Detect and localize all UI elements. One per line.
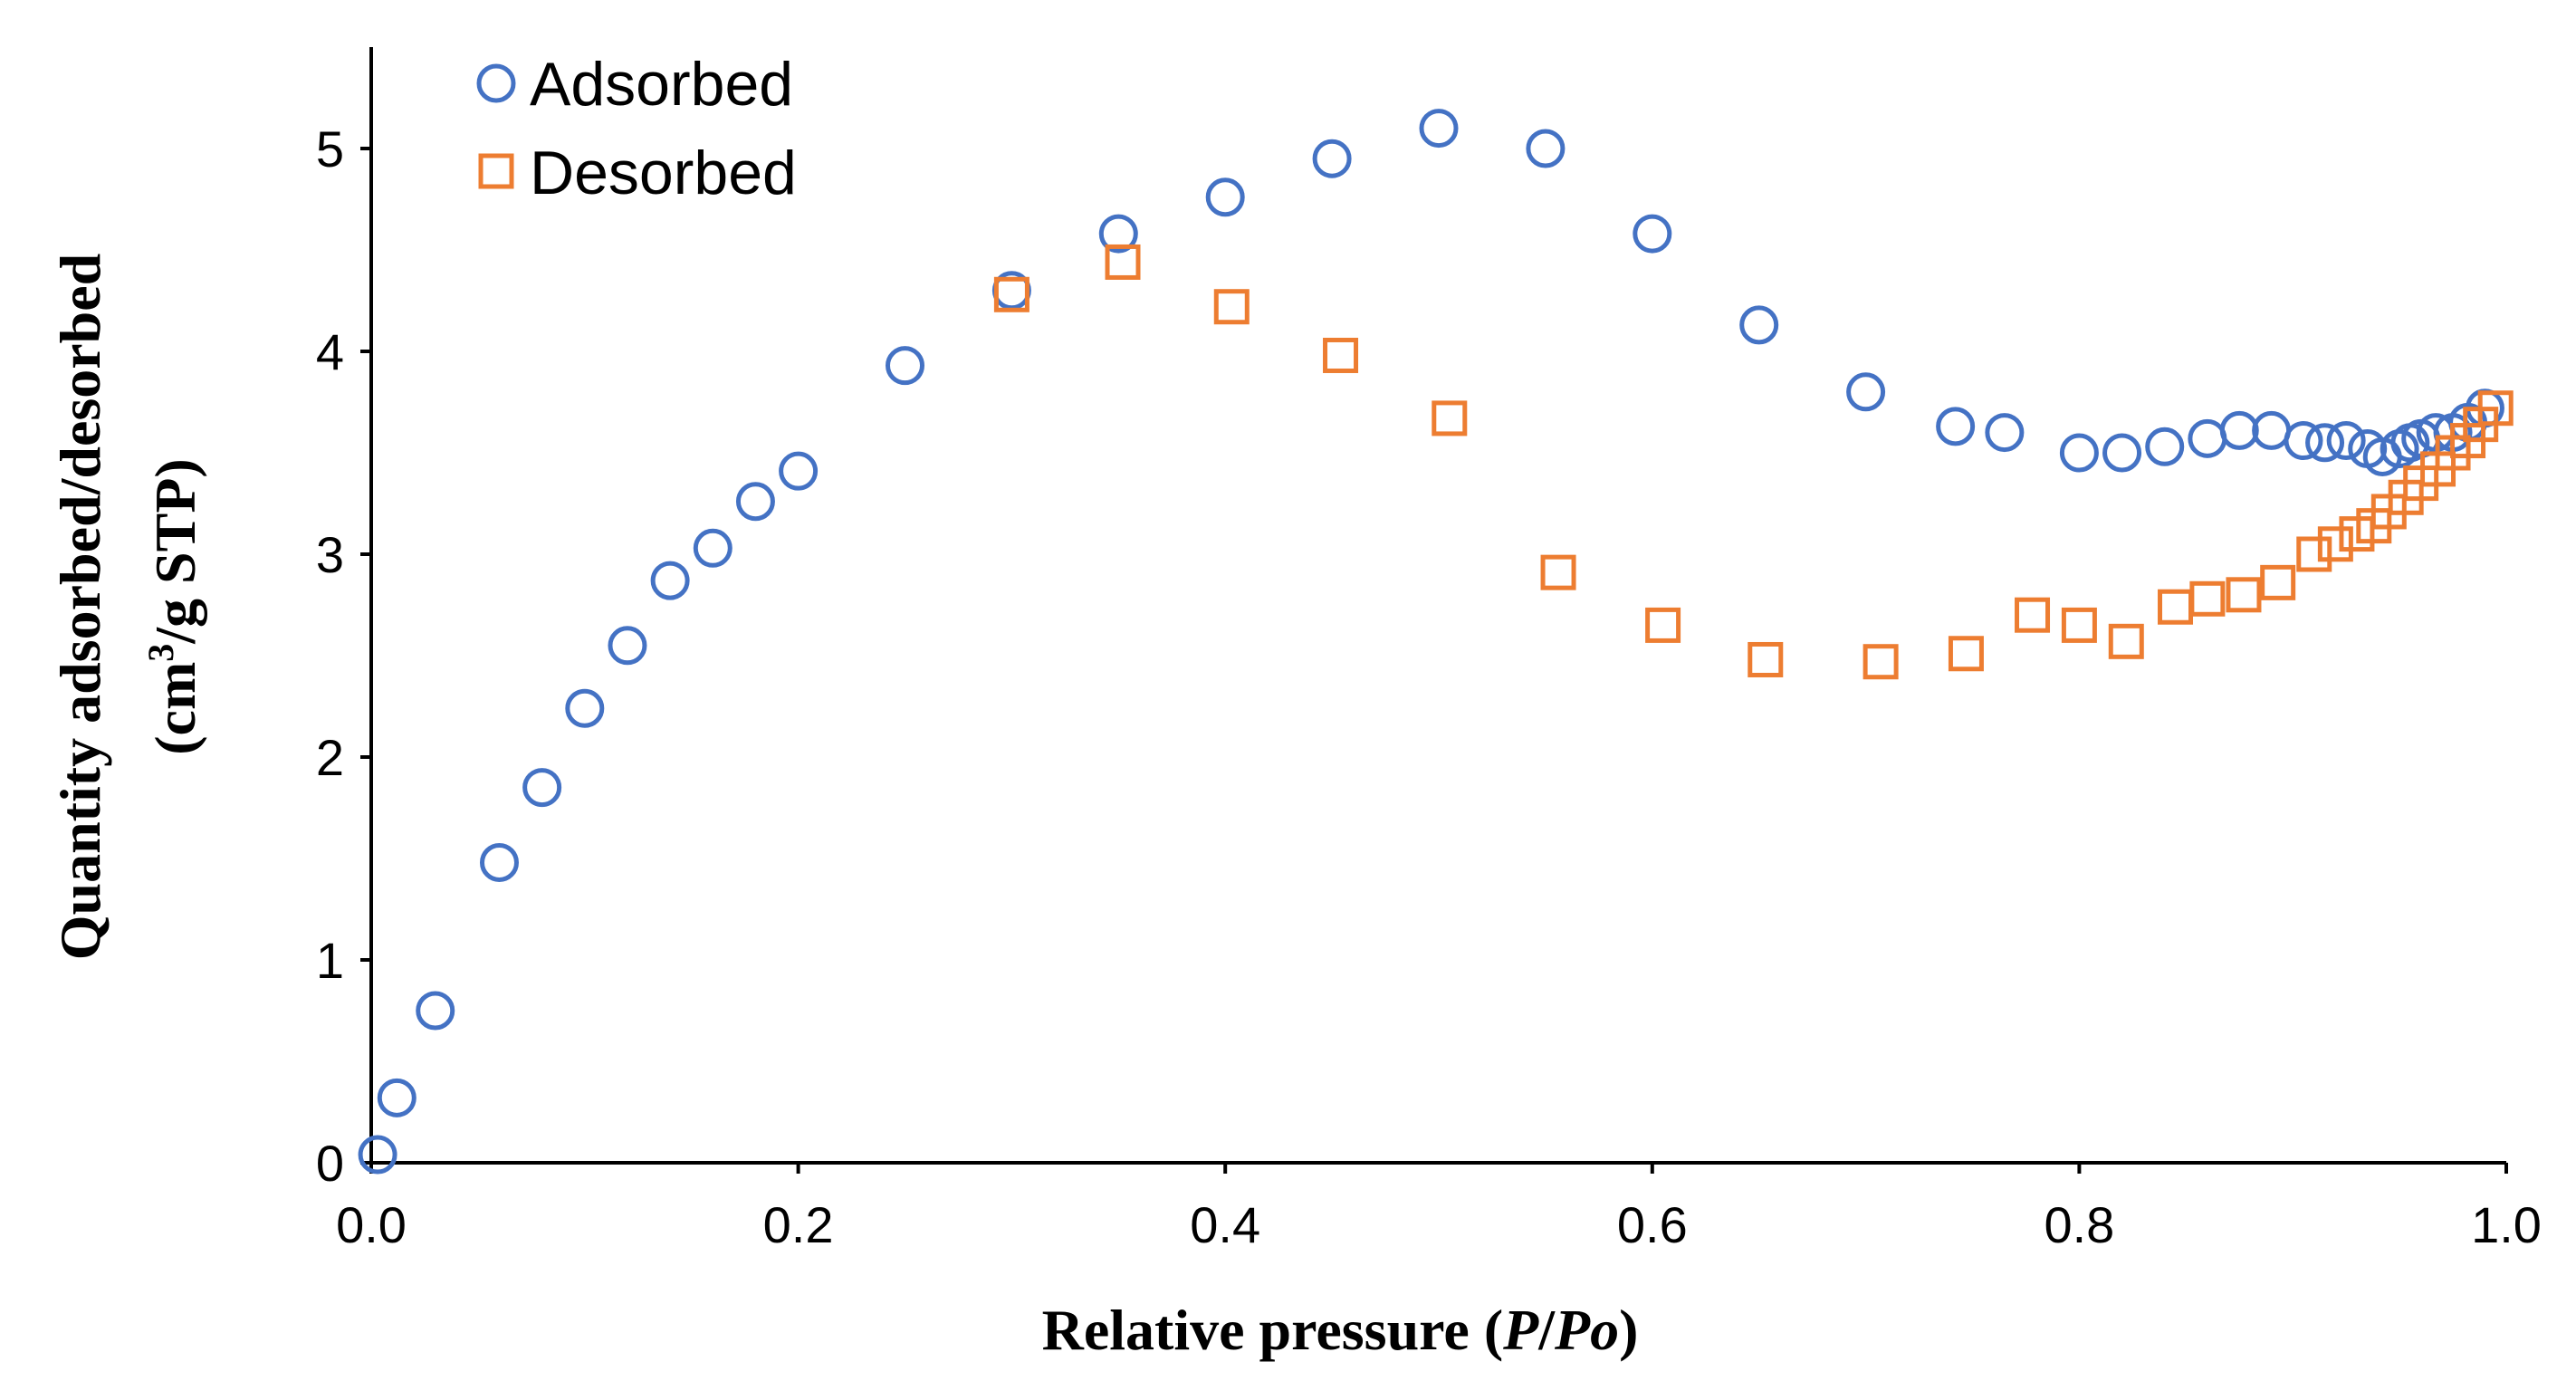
series-desorbed [993, 244, 2514, 680]
adsorbed-point [2145, 427, 2185, 466]
adsorbed-point [2284, 421, 2323, 461]
legend: Adsorbed Desorbed [476, 50, 797, 207]
adsorbed-point [2326, 421, 2366, 461]
legend-adsorbed-label: Adsorbed [530, 50, 793, 119]
y-tick-label: 3 [316, 526, 344, 583]
y-tick-label: 0 [316, 1135, 344, 1192]
adsorbed-point [608, 626, 647, 666]
adsorbed-point [1312, 139, 1352, 178]
y-axis-title-line2: (cm3/g STP) [140, 458, 207, 755]
desorbed-point [2317, 526, 2353, 562]
desorbed-point [2061, 607, 2097, 643]
y-tick-label: 2 [316, 729, 344, 786]
adsorbed-point [416, 991, 455, 1031]
adsorbed-point [779, 451, 819, 491]
adsorbed-point [2188, 418, 2227, 458]
adsorbed-point [886, 346, 924, 386]
ticks: 0.0 0.2 0.4 0.6 0.8 1.0 0 1 2 3 4 5 [316, 120, 2542, 1253]
desorbed-point [2189, 580, 2226, 617]
x-tick-label: 0.0 [336, 1196, 407, 1253]
y-axis-title-line1: Quantity adsorbed/desorbed [48, 254, 112, 961]
series-adsorbed [358, 109, 2504, 1175]
y-tick-label: 4 [316, 323, 344, 380]
adsorbed-point [650, 561, 690, 600]
desorbed-point [2108, 623, 2144, 659]
desorbed-point [1645, 607, 1681, 643]
adsorbed-point [479, 842, 519, 882]
legend-desorbed-label: Desorbed [530, 139, 797, 207]
desorbed-point [1323, 337, 1359, 373]
adsorbed-point [693, 528, 733, 568]
desorbed-point [2015, 597, 2051, 633]
adsorbed-point [2219, 410, 2259, 450]
desorbed-point [1948, 636, 1984, 672]
desorbed-point [2226, 577, 2262, 613]
adsorbed-point [1419, 109, 1459, 149]
adsorbed-point [1985, 413, 2025, 453]
x-axis-title: Relative pressure (P/Po) [1042, 1298, 1639, 1362]
desorbed-point [2158, 589, 2194, 625]
x-tick-label: 0.4 [1190, 1196, 1260, 1253]
desorbed-point [993, 276, 1029, 312]
desorbed-point [2260, 564, 2296, 600]
desorbed-point [1540, 554, 1576, 590]
desorbed-point [1748, 641, 1784, 677]
adsorbed-point [358, 1135, 397, 1175]
adsorbed-point [2252, 410, 2292, 450]
x-tick-label: 0.8 [2044, 1196, 2114, 1253]
adsorbed-point [565, 688, 605, 728]
x-tick-label: 1.0 [2471, 1196, 2542, 1253]
adsorbed-point [1098, 214, 1138, 254]
series-layer [358, 109, 2514, 1175]
adsorbed-point [1936, 407, 1976, 446]
legend-desorbed-marker [478, 153, 514, 189]
adsorbed-point [1739, 305, 1779, 345]
adsorbed-point [735, 482, 775, 522]
adsorbed-point [2059, 433, 2099, 473]
legend-adsorbed-marker [476, 63, 516, 103]
adsorbed-point [522, 768, 562, 808]
y-tick-label: 1 [316, 932, 344, 989]
adsorbed-point [2102, 433, 2142, 473]
x-tick-label: 0.6 [1617, 1196, 1688, 1253]
desorbed-point [1213, 289, 1250, 325]
adsorbed-point [377, 1078, 417, 1117]
desorbed-point [1105, 244, 1141, 280]
adsorbed-point [2305, 423, 2345, 463]
adsorbed-point [1633, 214, 1672, 254]
adsorbed-point [1205, 177, 1245, 217]
axes [369, 47, 2506, 1165]
x-tick-label: 0.2 [763, 1196, 834, 1253]
y-tick-label: 5 [316, 120, 344, 177]
desorbed-point [1863, 644, 1899, 680]
adsorbed-point [1846, 372, 1886, 412]
desorbed-point [2296, 536, 2332, 572]
adsorbed-point [1526, 129, 1566, 168]
desorbed-point [2477, 390, 2514, 427]
desorbed-point [1432, 400, 1468, 436]
